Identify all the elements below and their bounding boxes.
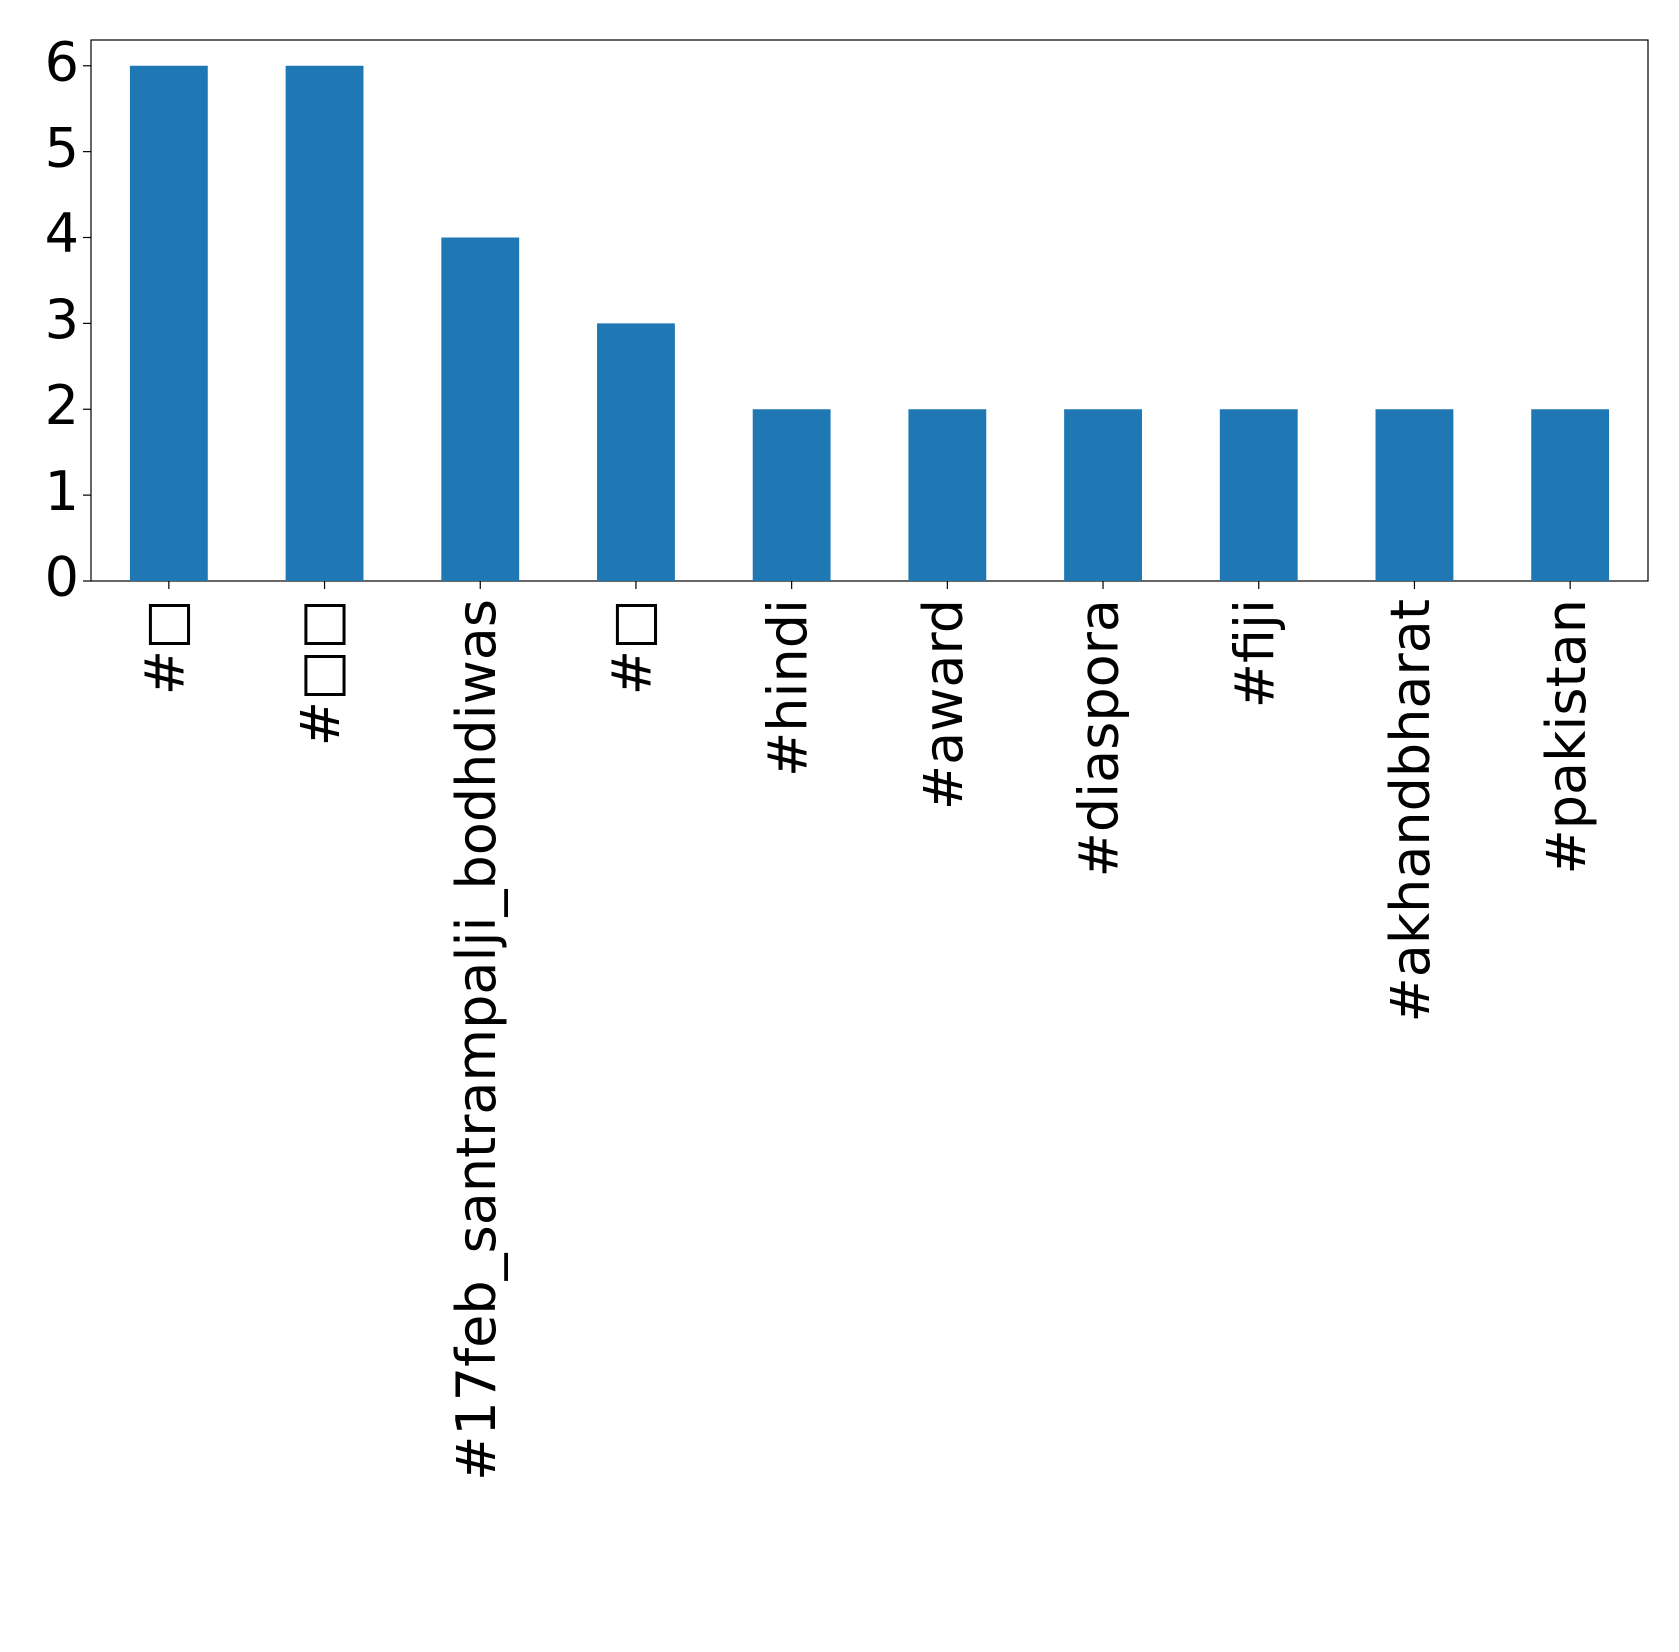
x-tick-label: #pakistan: [1535, 599, 1598, 875]
x-tick-label: #diaspora: [1068, 599, 1131, 877]
y-tick-label: 5: [45, 116, 79, 179]
bar: [285, 65, 364, 581]
x-tick-label: #□: [601, 599, 664, 695]
bar: [1531, 409, 1610, 581]
bar: [597, 323, 675, 581]
y-tick-label: 4: [45, 202, 79, 265]
y-tick-label: 1: [45, 460, 79, 523]
bar: [1375, 409, 1454, 581]
bar: [441, 237, 520, 581]
y-tick-label: 2: [45, 374, 79, 437]
y-tick-label: 6: [45, 30, 79, 93]
bar: [129, 65, 208, 581]
x-tick-label: #□□: [289, 599, 352, 746]
bar: [1219, 409, 1298, 581]
plot-frame: [90, 39, 1649, 582]
x-tick-label: #17feb_santrampalji_bodhdiwas: [445, 599, 508, 1481]
y-tick-label: 0: [45, 546, 79, 609]
x-tick-label: #hindi: [756, 599, 819, 777]
x-tick-label: #akhandbharat: [1379, 599, 1442, 1022]
x-tick-label: #fiji: [1223, 599, 1286, 708]
y-tick-label: 3: [45, 288, 79, 351]
bar: [908, 409, 987, 581]
bar: [752, 409, 831, 581]
x-tick-label: #award: [912, 599, 975, 810]
bar: [1064, 409, 1142, 581]
x-tick-label: #□: [133, 599, 196, 695]
